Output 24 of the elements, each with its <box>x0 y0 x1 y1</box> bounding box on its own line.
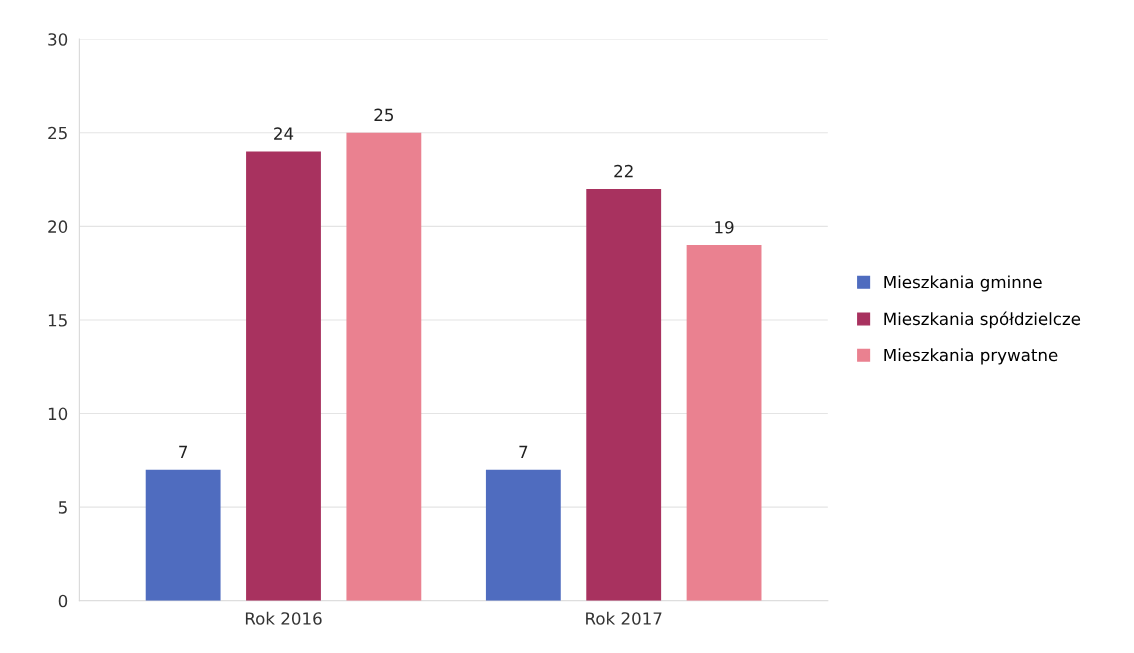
y-tick-label: 5 <box>58 501 67 514</box>
x-tick-label: Rok 2017 <box>586 611 662 625</box>
x-tick-label: Rok 2016 <box>245 611 322 625</box>
bar <box>346 132 422 601</box>
data-label: 24 <box>274 127 294 140</box>
data-label: 7 <box>179 445 188 458</box>
y-tick-label: 25 <box>48 126 67 140</box>
data-label: 25 <box>374 108 394 122</box>
data-label: 19 <box>715 220 734 234</box>
y-tick-label: 20 <box>48 220 68 233</box>
bar <box>145 469 221 601</box>
legend-label: Mieszkania spółdzielcze <box>884 311 1081 329</box>
legend-label: Mieszkania prywatne <box>884 348 1058 365</box>
legend-label: Mieszkania gminne <box>884 275 1042 292</box>
data-label: 22 <box>614 164 633 178</box>
y-tick-label: 10 <box>48 407 68 421</box>
bar <box>586 188 662 601</box>
data-label: 7 <box>519 445 528 458</box>
bar <box>686 245 762 601</box>
y-tick-label: 0 <box>58 594 68 608</box>
bar <box>485 469 561 601</box>
y-tick-label: 15 <box>48 314 67 327</box>
y-tick-label: 30 <box>48 33 68 46</box>
bar <box>246 151 321 601</box>
